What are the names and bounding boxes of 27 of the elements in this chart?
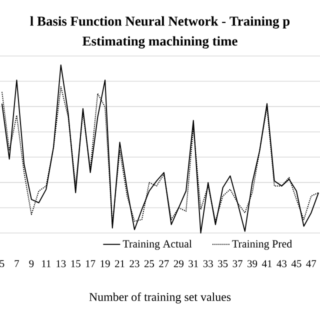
x-tick-label: 45 [291,260,302,268]
x-tick-label: 11 [42,260,51,268]
legend-label: Training Pred [232,240,292,250]
x-tick-label: 9 [29,260,34,268]
x-tick-label: 19 [100,260,110,268]
x-tick-label: 35 [218,260,228,268]
x-tick-label: 29 [174,260,184,268]
x-tick-label: 31 [188,260,198,268]
x-tick-label: 17 [86,260,96,268]
chart-title: l Basis Function Neural Network - Training p [30,16,290,29]
legend-label: Training Actual [122,240,192,250]
x-tick-label: 5 [0,260,4,268]
x-tick-label: 15 [71,260,80,268]
x-tick-label: 33 [203,260,213,268]
chart-subtitle: Estimating machining time [82,36,238,48]
x-tick-label: 39 [248,260,258,268]
x-tick-label: 47 [306,260,316,268]
x-tick-label: 43 [276,260,287,268]
x-tick-label: 25 [144,260,154,268]
x-tick-label: 13 [56,260,66,268]
x-tick-label: 41 [262,260,272,268]
x-tick-label: 27 [159,260,169,268]
x-tick-label: 23 [130,260,140,268]
x-tick-label: 21 [114,260,124,268]
x-tick-label: 37 [232,260,242,268]
x-axis-title: Number of training set values [89,292,231,304]
x-tick-label: 7 [14,260,20,268]
